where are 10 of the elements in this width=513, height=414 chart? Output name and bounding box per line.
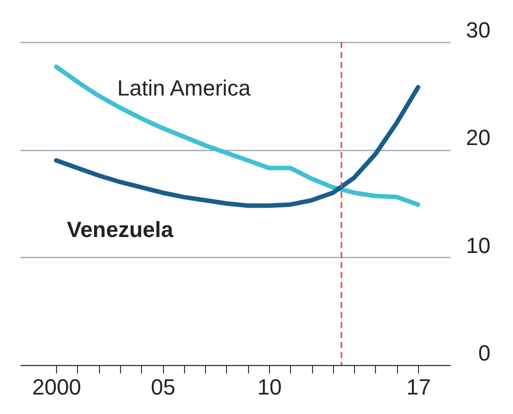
y-tick-label: 30 [466, 18, 490, 42]
series-label: Latin America [117, 76, 252, 101]
y-tick-label: 0 [478, 340, 490, 366]
x-tick-label: 10 [257, 374, 282, 400]
x-tick-label: 05 [150, 374, 176, 400]
x-tick-label: 2000 [32, 374, 82, 400]
y-tick-label: 20 [466, 125, 490, 150]
y-tick-label: 10 [466, 232, 490, 258]
x-tick-label: 17 [406, 374, 431, 400]
series-label: Venezuela [66, 216, 174, 242]
